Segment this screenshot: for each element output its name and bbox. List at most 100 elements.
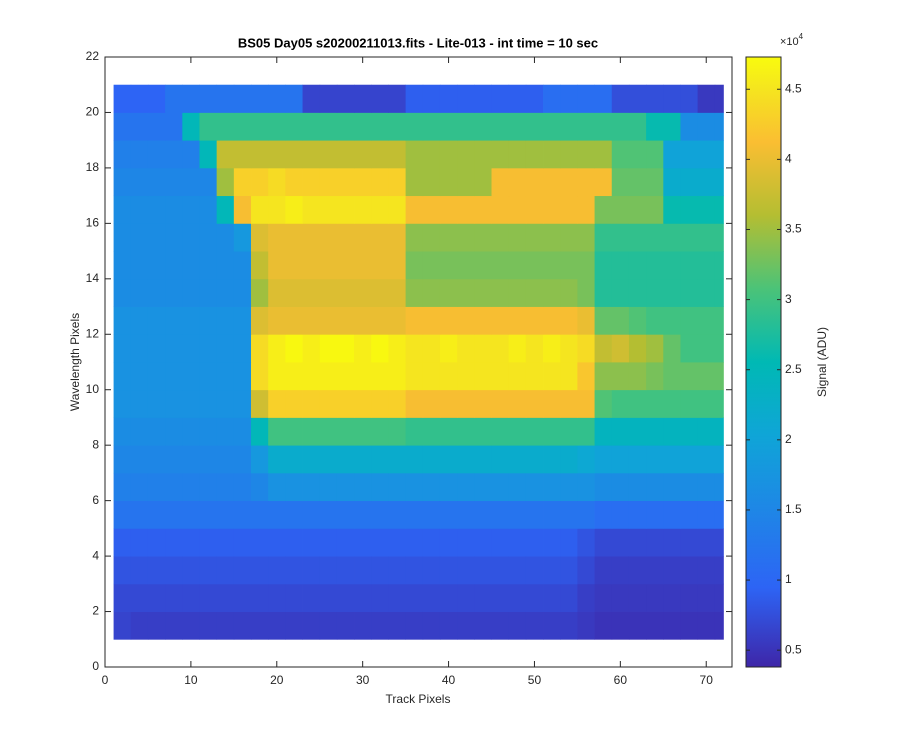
heat-cell	[165, 500, 183, 529]
heat-cell	[594, 195, 613, 224]
heat-cell	[285, 417, 303, 446]
heat-cell	[233, 445, 252, 474]
colorbar-tick-label: 3	[785, 292, 792, 306]
heat-cell	[508, 84, 527, 113]
heat-cell	[147, 251, 166, 280]
heat-cell	[628, 306, 647, 335]
heat-cell	[663, 528, 681, 557]
heat-cell	[336, 389, 355, 418]
heat-cell	[422, 112, 441, 141]
heat-cell	[199, 528, 218, 557]
heat-cell	[147, 583, 166, 612]
heat-cell	[594, 334, 613, 363]
heat-cell	[457, 112, 475, 141]
heat-cell	[508, 445, 527, 474]
heat-cell	[577, 251, 595, 280]
heat-cell	[371, 167, 389, 197]
heat-cell	[405, 417, 424, 446]
heat-cell	[508, 112, 527, 141]
heat-cell	[628, 223, 647, 252]
heat-cell	[577, 306, 595, 335]
heat-cell	[147, 84, 166, 113]
heat-cell	[113, 251, 132, 280]
heat-cell	[439, 195, 458, 224]
heat-cell	[130, 112, 149, 141]
heat-cell	[474, 556, 492, 585]
heat-cell	[646, 306, 664, 335]
heat-cell	[491, 251, 510, 280]
heat-cell	[165, 445, 183, 474]
heat-cell	[251, 195, 269, 224]
heat-cell	[165, 389, 183, 418]
heat-cell	[147, 278, 166, 307]
heat-cell	[371, 362, 389, 391]
heat-cell	[182, 472, 200, 502]
heat-cell	[560, 306, 578, 335]
heat-cell	[147, 556, 166, 585]
heat-cell	[302, 556, 321, 585]
y-tick-label: 12	[86, 326, 100, 340]
heat-cell	[663, 611, 681, 640]
heat-cell	[560, 167, 578, 197]
axes: 0 10 20 30 40 50 60 70 0 2 4 6 8 10 12 14 16 18 20 22 0.5 1 1.…	[86, 49, 802, 687]
heat-cell	[130, 556, 149, 585]
heat-cell	[697, 472, 716, 502]
heat-cell	[474, 445, 492, 474]
heat-cell	[457, 500, 475, 529]
heat-cell	[113, 223, 132, 252]
heat-cell	[714, 528, 724, 557]
heat-cell	[251, 306, 269, 335]
heat-cell	[251, 417, 269, 446]
heat-cell	[628, 167, 647, 197]
x-tick-label: 0	[102, 673, 109, 687]
heat-cell	[130, 445, 149, 474]
heat-cell	[319, 500, 338, 529]
heat-cell	[525, 362, 544, 391]
heat-cell	[130, 306, 149, 335]
heat-cell	[336, 472, 355, 502]
heat-cell	[302, 251, 321, 280]
heat-cell	[680, 472, 699, 502]
heat-cell	[199, 167, 218, 197]
heat-cell	[354, 500, 372, 529]
heat-cell	[216, 223, 235, 252]
heat-cell	[113, 611, 132, 640]
heat-cell	[714, 334, 724, 363]
heat-cell	[233, 223, 252, 252]
heat-cell	[182, 167, 200, 197]
heat-cell	[199, 278, 218, 307]
heat-cell	[354, 278, 372, 307]
heat-cell	[560, 112, 578, 141]
heat-cell	[182, 445, 200, 474]
heat-cell	[130, 334, 149, 363]
heat-cell	[439, 389, 458, 418]
heat-cell	[147, 417, 166, 446]
heat-cell	[577, 528, 595, 557]
heat-cell	[371, 84, 389, 113]
heat-cell	[233, 611, 252, 640]
heat-cell	[182, 500, 200, 529]
heat-cell	[371, 223, 389, 252]
heat-cell	[285, 167, 303, 197]
heat-cell	[594, 472, 613, 502]
heat-cell	[491, 445, 510, 474]
heat-cell	[594, 362, 613, 391]
heat-cell	[336, 112, 355, 141]
heat-cell	[302, 167, 321, 197]
heat-cell	[388, 195, 407, 224]
heat-cell	[251, 223, 269, 252]
heat-cell	[319, 445, 338, 474]
heat-cell	[525, 306, 544, 335]
heat-cell	[285, 251, 303, 280]
heat-cell	[302, 417, 321, 446]
heat-cell	[302, 278, 321, 307]
heat-cell	[525, 389, 544, 418]
heat-cell	[714, 500, 724, 529]
heat-cell	[285, 362, 303, 391]
heat-cell	[354, 306, 372, 335]
heat-cell	[268, 278, 286, 307]
heat-cell	[165, 362, 183, 391]
heat-cell	[251, 445, 269, 474]
heat-cell	[474, 389, 492, 418]
heat-cell	[165, 556, 183, 585]
